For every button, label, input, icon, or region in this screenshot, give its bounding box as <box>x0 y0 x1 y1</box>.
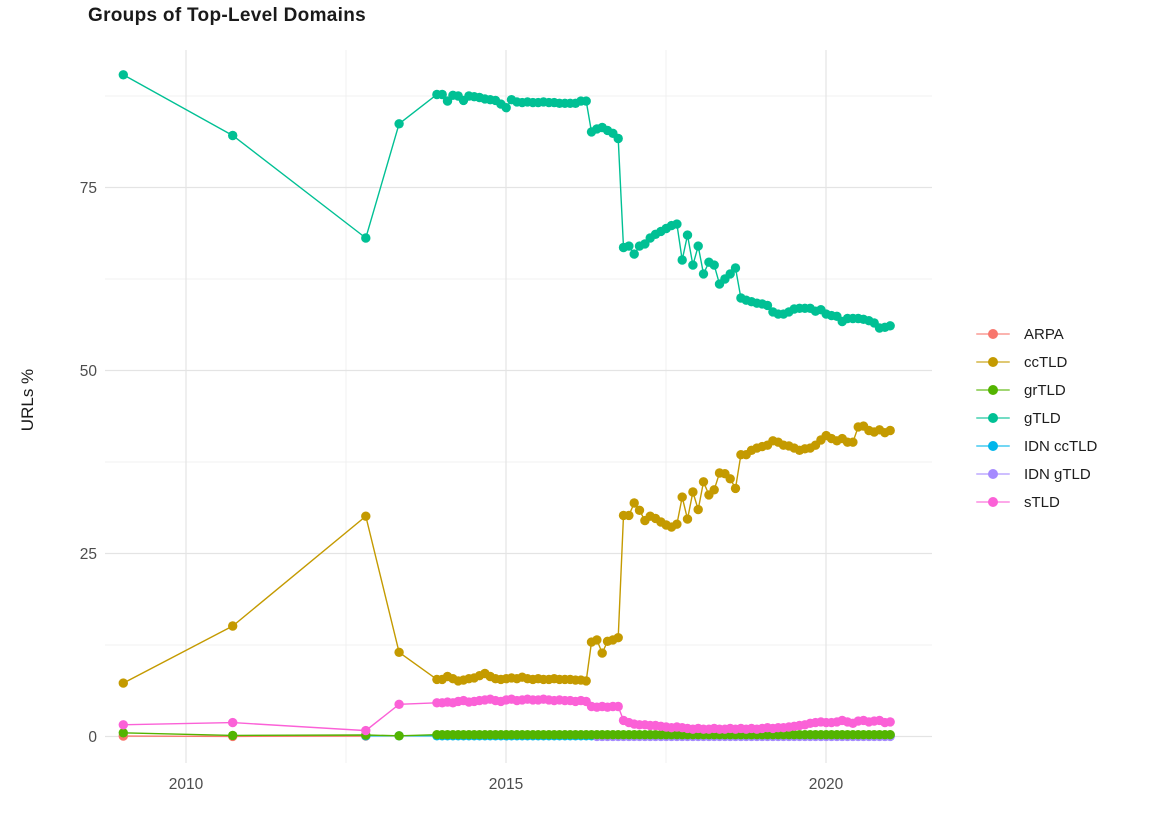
legend-key-idn-cctld <box>976 436 1010 456</box>
legend-item-idn-cctld: IDN ccTLD <box>976 432 1097 460</box>
y-tick-label: 0 <box>88 729 97 746</box>
legend-label-arpa: ARPA <box>1024 325 1064 343</box>
legend-item-stld: sTLD <box>976 488 1097 516</box>
series-grtld <box>118 728 895 741</box>
legend-label-gtld: gTLD <box>1024 409 1061 427</box>
series-stld <box>118 694 895 736</box>
legend-key-cctld <box>976 352 1010 372</box>
legend-key-gtld <box>976 408 1010 428</box>
legend-item-cctld: ccTLD <box>976 348 1097 376</box>
axis-tick-labels: 0 25 50 75 2010 2015 2020 <box>80 180 844 793</box>
y-axis-label: URLs % <box>18 368 37 432</box>
legend-key-grtld <box>976 380 1010 400</box>
grid-major <box>105 50 932 763</box>
legend-item-gtld: gTLD <box>976 404 1097 432</box>
legend-key-idn-gtld <box>976 464 1010 484</box>
legend: ARPA ccTLD grTLD gTLD IDN ccTLD IDN gTLD… <box>976 320 1097 516</box>
series-cctld <box>118 421 895 688</box>
legend-item-grtld: grTLD <box>976 376 1097 404</box>
grid-minor <box>105 50 932 763</box>
chart-title: Groups of Top-Level Domains <box>88 5 366 26</box>
legend-item-arpa: ARPA <box>976 320 1097 348</box>
legend-item-idn-gtld: IDN gTLD <box>976 460 1097 488</box>
legend-label-stld: sTLD <box>1024 493 1060 511</box>
legend-label-idn-gtld: IDN gTLD <box>1024 465 1091 483</box>
legend-label-idn-cctld: IDN ccTLD <box>1024 437 1098 455</box>
y-tick-label: 50 <box>80 363 98 380</box>
legend-label-grtld: grTLD <box>1024 381 1066 399</box>
y-tick-label: 75 <box>80 180 97 197</box>
legend-key-stld <box>976 492 1010 512</box>
x-tick-label: 2010 <box>169 776 204 793</box>
series-gtld <box>118 70 895 333</box>
x-tick-label: 2020 <box>809 776 844 793</box>
x-tick-label: 2015 <box>489 776 523 793</box>
series-arpa <box>118 731 371 742</box>
legend-label-cctld: ccTLD <box>1024 353 1068 371</box>
legend-key-arpa <box>976 324 1010 344</box>
y-tick-label: 25 <box>80 546 97 563</box>
